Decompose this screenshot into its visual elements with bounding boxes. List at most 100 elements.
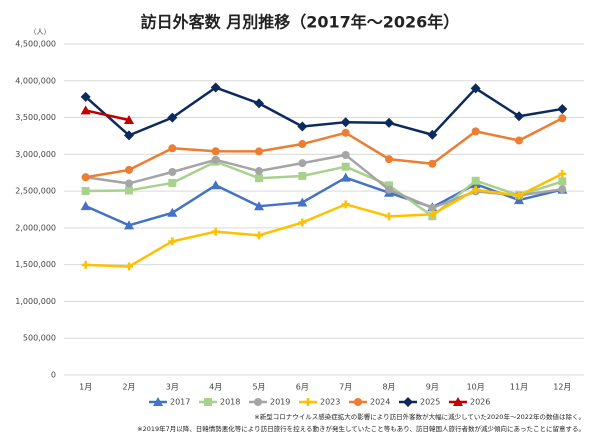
marker <box>125 186 133 195</box>
marker <box>515 136 523 145</box>
x-tick-label: 10月 <box>467 383 485 392</box>
marker <box>167 112 178 123</box>
marker <box>427 129 438 140</box>
y-tick-label: 1,000,000 <box>15 297 56 306</box>
y-tick-label: 4,000,000 <box>15 76 56 85</box>
legend-marker <box>354 398 362 406</box>
series-line <box>85 109 130 122</box>
x-tick-label: 5月 <box>252 383 265 392</box>
x-tick-label: 2月 <box>122 383 135 392</box>
x-tick-label: 9月 <box>426 383 439 392</box>
marker <box>515 191 523 200</box>
y-tick-label: 0 <box>51 371 56 380</box>
marker <box>255 231 263 240</box>
marker <box>254 98 264 109</box>
marker <box>167 207 178 217</box>
y-tick-label: 1,500,000 <box>15 260 56 269</box>
marker <box>255 147 263 156</box>
marker <box>168 237 177 246</box>
x-tick-label: 4月 <box>209 383 222 392</box>
marker <box>385 185 393 194</box>
marker <box>125 262 133 271</box>
series-line <box>85 176 563 227</box>
marker <box>558 185 567 194</box>
marker <box>124 115 134 125</box>
chart-title: 訪日外客数 月別推移（2017年～2026年） <box>141 13 460 32</box>
marker <box>385 155 393 164</box>
marker <box>297 197 308 207</box>
marker <box>124 130 134 141</box>
marker <box>168 167 177 176</box>
legend-marker <box>204 398 212 406</box>
marker <box>297 121 308 132</box>
y-tick-label: 2,000,000 <box>15 223 56 232</box>
marker <box>168 178 177 187</box>
legend-label: 2025 <box>420 398 440 407</box>
marker <box>428 210 437 219</box>
y-tick-label: 2,500,000 <box>15 187 56 196</box>
marker <box>514 111 524 122</box>
legend-marker <box>254 398 262 406</box>
legend-marker <box>453 397 463 406</box>
marker <box>385 212 393 221</box>
y-tick-label: 3,000,000 <box>15 150 56 159</box>
marker <box>558 177 567 186</box>
x-tick-label: 6月 <box>296 383 309 392</box>
marker <box>80 201 91 211</box>
marker <box>125 179 133 188</box>
series-line <box>85 117 563 179</box>
marker <box>340 117 351 128</box>
marker <box>557 103 568 114</box>
marker <box>341 150 350 159</box>
marker <box>341 128 350 137</box>
marker <box>514 195 524 205</box>
series-line <box>84 86 563 137</box>
marker <box>210 180 221 190</box>
legend-marker <box>153 397 163 406</box>
marker <box>385 181 393 190</box>
marker <box>558 169 567 178</box>
marker <box>210 82 221 93</box>
x-tick-label: 8月 <box>382 383 395 392</box>
marker <box>211 155 220 164</box>
marker <box>81 260 90 269</box>
legend-marker <box>304 398 312 406</box>
marker <box>558 114 567 123</box>
marker <box>428 159 437 168</box>
marker <box>298 159 307 168</box>
note: ※2019年7月以降、日韓情勢悪化等により訪日旅行を控える動きが発生していたこと… <box>137 424 585 433</box>
series-line <box>85 160 563 218</box>
marker <box>254 201 264 211</box>
x-tick-label: 11月 <box>510 383 528 392</box>
x-tick-label: 3月 <box>166 383 179 392</box>
y-unit: （人） <box>30 28 51 36</box>
marker <box>298 140 307 149</box>
marker <box>428 203 437 212</box>
legend-label: 2024 <box>370 398 390 407</box>
marker <box>341 200 350 209</box>
marker <box>81 173 90 182</box>
marker <box>298 172 307 181</box>
y-tick-label: 500,000 <box>23 334 56 343</box>
marker <box>168 144 177 153</box>
legend-label: 2023 <box>320 398 340 407</box>
marker <box>298 218 307 227</box>
legend-label: 2018 <box>220 398 240 407</box>
marker <box>211 147 220 156</box>
legend-marker <box>403 397 413 407</box>
marker <box>255 167 263 176</box>
marker <box>471 176 480 185</box>
marker <box>471 127 480 136</box>
series-line <box>85 172 563 268</box>
marker <box>124 220 134 230</box>
marker <box>470 83 481 94</box>
legend-label: 2017 <box>170 398 190 407</box>
marker <box>80 105 91 115</box>
marker <box>80 91 91 102</box>
y-tick-label: 4,500,000 <box>15 40 56 49</box>
note: ※新型コロナウイルス感染症拡大の影響により訪日外客数が大幅に減少していた2020… <box>254 412 585 421</box>
x-tick-label: 12月 <box>553 383 571 392</box>
series-line <box>85 153 563 210</box>
marker <box>384 117 394 128</box>
